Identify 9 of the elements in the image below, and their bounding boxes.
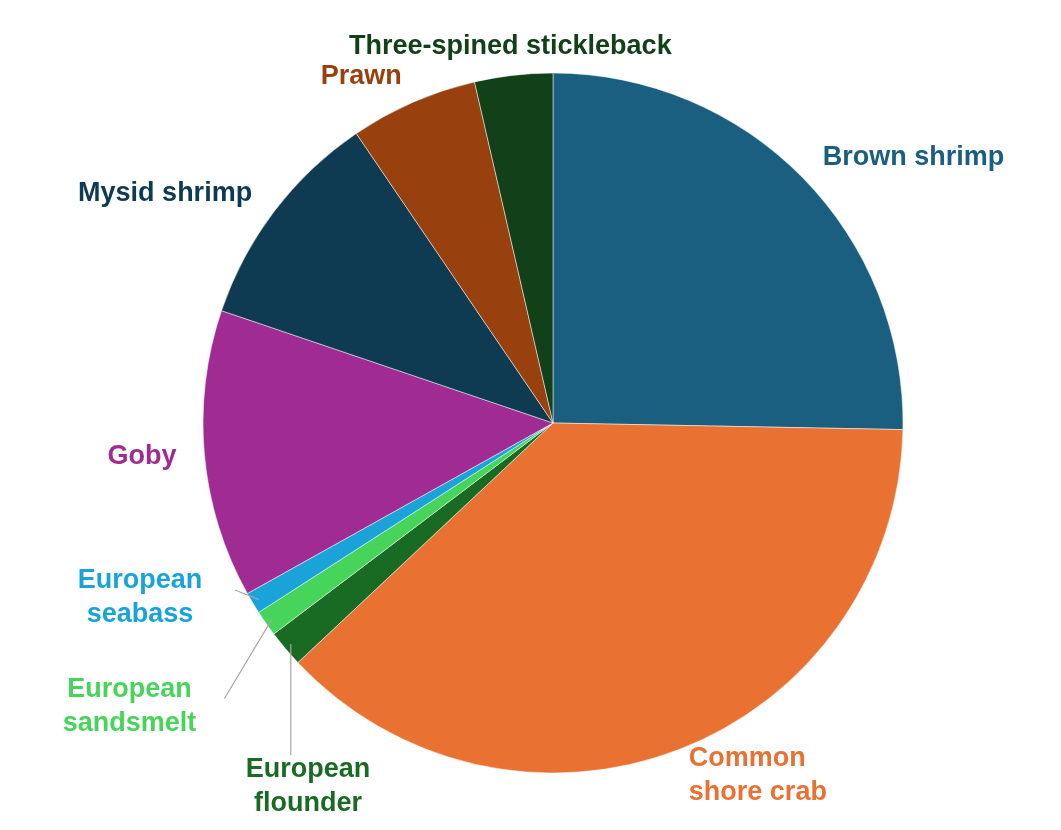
slice-label: Mysid shrimp: [78, 177, 253, 208]
slice-label: Three-spined stickleback: [349, 30, 673, 61]
slice-label: European seabass: [77, 564, 203, 629]
slice-label: Goby: [107, 440, 177, 471]
slice-label: Brown shrimp: [822, 141, 1005, 172]
slice-label: Common shore crab: [688, 741, 827, 806]
slice-label: European flounder: [245, 753, 371, 818]
slice-label: Prawn: [320, 59, 402, 90]
slice-label: European sandsmelt: [62, 672, 197, 737]
